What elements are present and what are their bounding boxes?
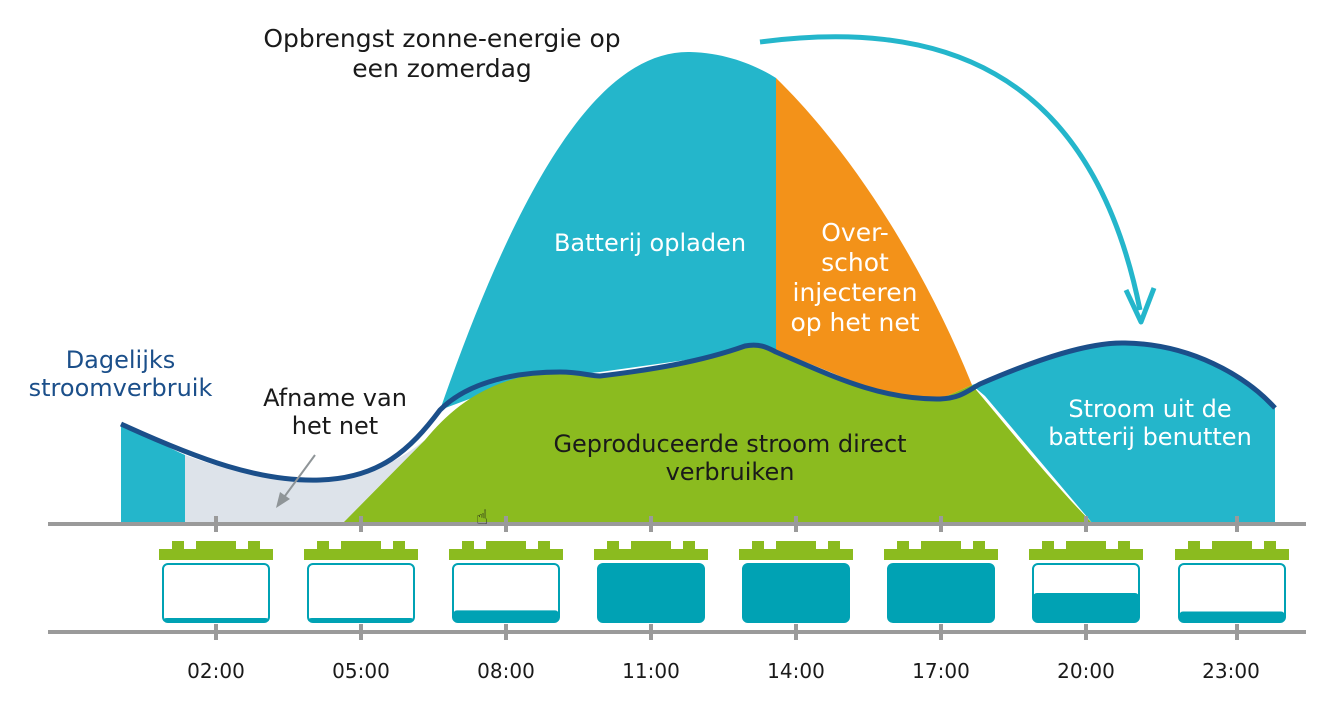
solar-production-area xyxy=(440,51,776,410)
battery-fill xyxy=(453,610,559,622)
battery-icon xyxy=(449,541,563,623)
grid-pointer-arrow xyxy=(281,454,316,501)
battery-cap xyxy=(449,541,563,560)
battery-body xyxy=(307,563,415,623)
battery-indicators xyxy=(159,541,1289,623)
daily-usage-line xyxy=(119,340,1277,483)
time-label: 20:00 xyxy=(1057,659,1115,683)
charge-battery-label: Batterij opladen xyxy=(553,229,747,257)
battery-fill xyxy=(598,564,704,622)
battery-icon xyxy=(884,541,998,623)
battery-fill xyxy=(1179,611,1285,622)
direct-use-label: Geproduceerde stroom direct verbruiken xyxy=(553,430,907,487)
battery-fill xyxy=(888,564,994,622)
grid-draw-label: Afname van het net xyxy=(263,384,407,441)
hand-cursor-icon: ☝ xyxy=(476,505,488,529)
battery-usage-area xyxy=(972,342,1275,524)
direct-use-area xyxy=(342,345,1093,524)
battery-fill xyxy=(308,618,414,622)
battery-icon xyxy=(304,541,418,623)
transfer-arrow xyxy=(759,34,1143,311)
surplus-area xyxy=(776,78,972,399)
battery-cap xyxy=(594,541,708,560)
night-usage-area xyxy=(121,424,185,524)
time-label: 11:00 xyxy=(622,659,680,683)
axis-ticks xyxy=(214,516,1239,640)
surplus-label: Over- schot injecteren op het net xyxy=(790,218,920,337)
battery-icon xyxy=(739,541,853,623)
battery-cap xyxy=(304,541,418,560)
battery-cap xyxy=(1029,541,1143,560)
battery-cap xyxy=(1175,541,1289,560)
time-label: 17:00 xyxy=(912,659,970,683)
time-label: 02:00 xyxy=(187,659,245,683)
time-label: 23:00 xyxy=(1202,659,1260,683)
daily-usage-label: Dagelijks stroomverbruik xyxy=(28,346,213,403)
battery-body xyxy=(162,563,270,623)
transfer-arrowhead xyxy=(1123,287,1157,325)
battery-icon xyxy=(1029,541,1143,623)
battery-fill xyxy=(743,564,849,622)
battery-use-label: Stroom uit de batterij benutten xyxy=(1048,395,1252,452)
battery-icon xyxy=(594,541,708,623)
battery-fill xyxy=(1033,593,1139,622)
battery-cap xyxy=(739,541,853,560)
chart-title: Opbrengst zonne-energie op een zomerdag xyxy=(263,24,621,83)
battery-cap xyxy=(159,541,273,560)
battery-icon xyxy=(1175,541,1289,623)
time-label: 14:00 xyxy=(767,659,825,683)
battery-fill xyxy=(163,618,269,622)
grid-pointer-arrowhead xyxy=(276,492,290,508)
time-label: 08:00 xyxy=(477,659,535,683)
battery-icon xyxy=(159,541,273,623)
battery-cap xyxy=(884,541,998,560)
time-label: 05:00 xyxy=(332,659,390,683)
